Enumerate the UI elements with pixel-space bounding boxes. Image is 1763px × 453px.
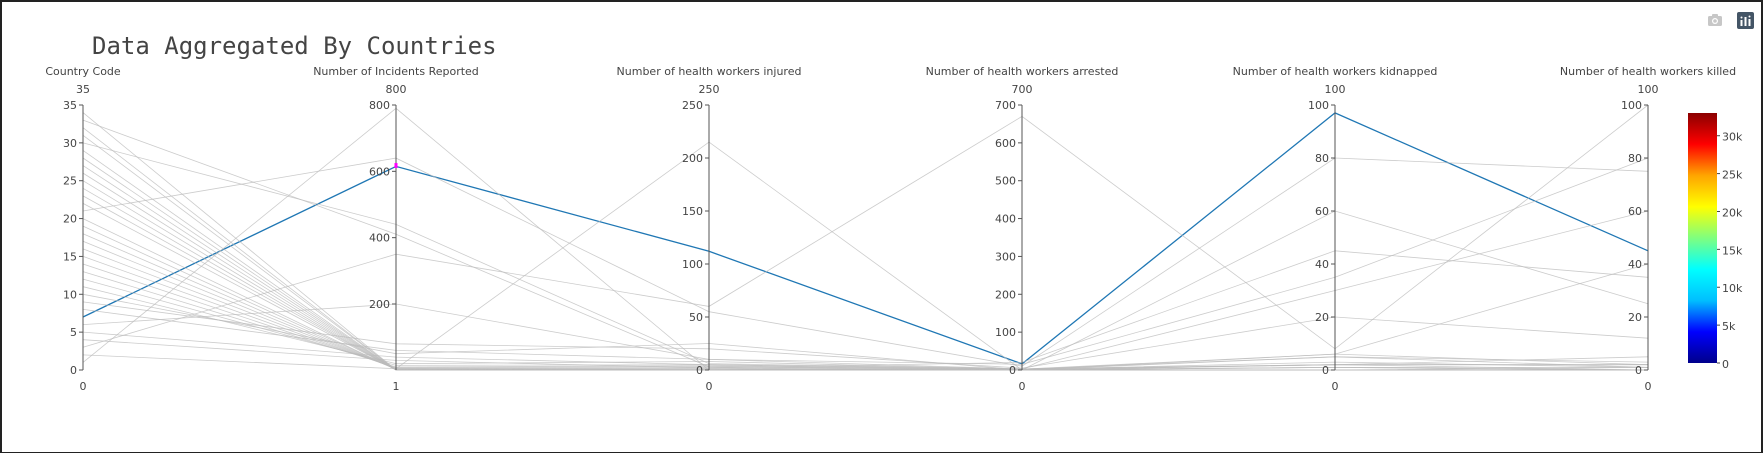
axis-tick-label: 200 (369, 298, 390, 311)
axis-tick-label: 700 (995, 99, 1016, 112)
context-data-line (82, 112, 1648, 371)
context-data-line (82, 218, 1648, 371)
axis-range-max-label: 800 (386, 83, 407, 96)
axis-tick-label: 80 (1628, 152, 1642, 165)
colorbar-tick-label: 5k (1722, 320, 1736, 333)
context-data-line (82, 210, 1649, 370)
axis-tick-label: 150 (682, 205, 703, 218)
colorbar-tick-label: 30k (1722, 131, 1743, 144)
axis-tick-label: 300 (995, 250, 1016, 263)
axis-3[interactable]: Number of health workers injured 250 00 50 1… (617, 65, 802, 393)
axis-tick-label: 40 (1628, 258, 1642, 271)
lines-layer (82, 104, 1649, 371)
axis-tick-label: 10 (63, 288, 77, 301)
colorbar-tick-label: 0 (1722, 358, 1729, 371)
modebar (1705, 11, 1755, 29)
axis-tick-label: 0 (696, 364, 703, 377)
context-data-line (82, 203, 1648, 371)
colorbar-tick-label: 25k (1722, 169, 1743, 182)
axis-tick-label: 5 (70, 326, 77, 339)
axis-range-min-label: 0 (80, 380, 87, 393)
axis-tick-label: 500 (995, 175, 1016, 188)
axis-title: Number of health workers kidnapped (1233, 65, 1438, 78)
axis-tick-label: 400 (369, 232, 390, 245)
axis-range-max-label: 100 (1325, 83, 1346, 96)
axis-title: Number of health workers killed (1560, 65, 1736, 78)
colorbar-scale (1688, 113, 1717, 363)
axis-tick-label: 100 (682, 258, 703, 271)
axis-6[interactable]: Number of health workers killed100002040… (1560, 65, 1736, 393)
axis-tick-label: 200 (995, 288, 1016, 301)
axis-range-max-label: 35 (76, 83, 90, 96)
axis-tick-label: 0 (70, 364, 77, 377)
axis-range-max-label: 700 (1012, 83, 1033, 96)
highlighted-data-line (82, 112, 1649, 365)
axis-tick-label: 400 (995, 213, 1016, 226)
axis-tick-label: 40 (1315, 258, 1329, 271)
axis-tick-label: 80 (1315, 152, 1329, 165)
axis-tick-label: 600 (369, 165, 390, 178)
axis-tick-label: 0 (1009, 364, 1016, 377)
axis-title: Country Code (45, 65, 121, 78)
axis-tick-label: 100 (995, 326, 1016, 339)
axis-range-min-label: 1 (393, 380, 400, 393)
axis-tick-label: 600 (995, 137, 1016, 150)
context-data-line (82, 271, 1648, 371)
axis-range-min-label: 0 (1019, 380, 1026, 393)
context-data-line (82, 157, 1648, 371)
camera-icon[interactable] (1705, 11, 1725, 29)
axis-tick-label: 60 (1315, 205, 1329, 218)
axis-1[interactable]: Country Code 35 00 5 10 15 20 25 30 35 (45, 65, 121, 393)
axis-tick-label: 0 (1322, 364, 1329, 377)
axis-4[interactable]: Number of health workers arrested 700 00 10… (926, 65, 1119, 393)
context-data-line (82, 157, 1649, 365)
axis-tick-label: 20 (1315, 311, 1329, 324)
colorbar-tick-label: 20k (1722, 206, 1743, 219)
context-data-line (82, 134, 1648, 371)
context-data-line (82, 256, 1649, 371)
axis-range-min-label: 0 (706, 380, 713, 393)
axis-5[interactable]: Number of health workers kidnapped 100 00 2… (1233, 65, 1438, 393)
context-data-line (82, 157, 1649, 367)
axis-tick-label: 100 (1621, 99, 1642, 112)
axis-tick-label: 250 (682, 99, 703, 112)
axis-tick-label: 35 (63, 99, 77, 112)
axis-tick-label: 30 (63, 137, 77, 150)
axis-tick-label: 800 (369, 99, 390, 112)
axis-title: Number of health workers injured (617, 65, 802, 78)
context-data-line (82, 263, 1649, 371)
axis-tick-label: 20 (63, 213, 77, 226)
axis-tick-label: 15 (63, 250, 77, 263)
axis-tick-label: 25 (63, 175, 77, 188)
colorbar-tick-label: 15k (1722, 244, 1743, 257)
axis-constraint-range[interactable] (394, 163, 398, 169)
context-data-line (82, 104, 1649, 350)
axis-title: Number of health workers arrested (926, 65, 1119, 78)
axis-tick-label: 50 (689, 311, 703, 324)
axis-tick-label: 0 (1635, 364, 1642, 377)
axis-tick-label: 100 (1308, 99, 1329, 112)
chart-title: Data Aggregated By Countries (92, 32, 497, 60)
context-data-line (82, 141, 1649, 371)
context-data-line (82, 233, 1648, 371)
context-data-line (82, 142, 1649, 370)
axis-tick-label: 60 (1628, 205, 1642, 218)
axis-range-max-label: 250 (699, 83, 720, 96)
axis-tick-label: 20 (1628, 311, 1642, 324)
axis-tick-label: 200 (682, 152, 703, 165)
axis-2[interactable]: Number of Incidents Reported 800 1 200 400 60… (313, 65, 479, 393)
colorbar: 0 5k 10k 15k 20k 25k 30k (1688, 113, 1743, 371)
colorbar-tick-label: 10k (1722, 282, 1743, 295)
axis-range-min-label: 0 (1645, 380, 1652, 393)
plotly-logo-icon[interactable] (1735, 11, 1755, 29)
axis-range-max-label: 100 (1638, 83, 1659, 96)
axis-range-min-label: 0 (1332, 380, 1339, 393)
axis-title: Number of Incidents Reported (313, 65, 479, 78)
